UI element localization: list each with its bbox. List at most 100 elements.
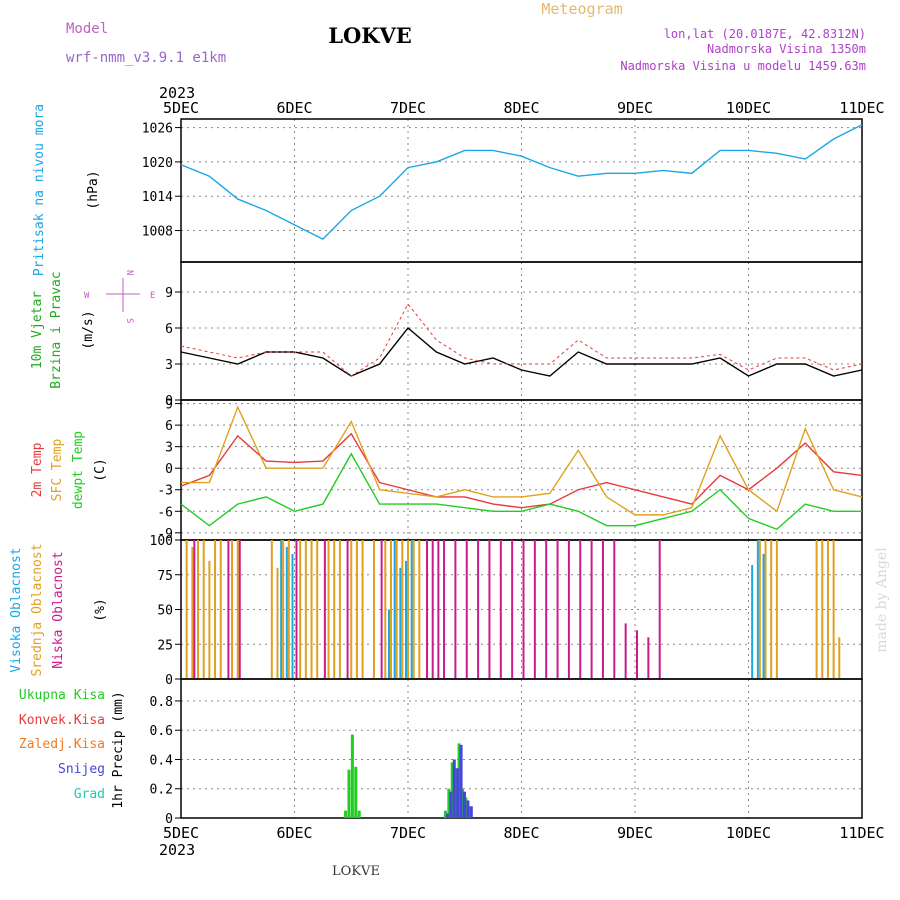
precip-label-frz: Zaledj.Kisa — [19, 737, 105, 752]
cloud-unit: (%) — [93, 598, 108, 621]
cloud-bar — [756, 540, 759, 679]
cloud-bar — [647, 637, 650, 679]
watermark-text: made by Angel — [874, 547, 890, 653]
compass-rose-icon: N S W E — [84, 270, 155, 323]
precip-bar — [350, 734, 354, 818]
cloud-bar — [380, 540, 383, 679]
precip-axis-label: 1hr Precip (mm) — [111, 691, 126, 808]
day-label-top: 9DEC — [617, 99, 653, 117]
cloud-bar — [227, 540, 230, 679]
series-line — [180, 452, 862, 531]
day-label-top: 11DEC — [839, 99, 884, 117]
tick-label: 0.8 — [150, 695, 173, 710]
precip-label-total: Ukupna Kisa — [19, 688, 105, 703]
cloud-bar — [350, 540, 353, 679]
cloud-bar — [418, 540, 421, 679]
tick-label: 9 — [165, 286, 173, 301]
footer-station: LOKVE — [332, 864, 380, 879]
cloud-bar — [601, 540, 604, 679]
cloud-bar — [361, 540, 364, 679]
tick-label: 0 — [165, 394, 173, 409]
precip-bar — [459, 744, 463, 818]
cloud-bar — [762, 553, 765, 679]
cloud-bar — [372, 540, 375, 679]
day-label-top: 8DEC — [503, 99, 539, 117]
cloud-bar — [291, 553, 294, 679]
precip-bar — [445, 813, 449, 818]
cloud-bar — [826, 540, 829, 679]
cloud-bar — [751, 565, 754, 679]
cloud-bar — [384, 540, 387, 679]
cloud-bar — [770, 540, 773, 679]
cloud-bar — [567, 540, 570, 679]
tick-label: 0.2 — [150, 783, 173, 798]
wind-label-1: 10m Vjetar — [30, 291, 45, 369]
precip-bar — [449, 791, 453, 818]
cloud-bar — [405, 560, 407, 679]
cloud-bar — [410, 540, 413, 679]
day-label-top: 6DEC — [276, 99, 312, 117]
day-label-bottom: 9DEC — [617, 824, 653, 842]
cloud-bar — [355, 540, 358, 679]
cloud-bar — [579, 540, 582, 679]
cloud-bar — [304, 540, 307, 679]
precip-bar — [469, 806, 473, 818]
cloud-bar — [219, 540, 222, 679]
cloud-bar — [443, 540, 446, 679]
cloud-bar — [437, 540, 440, 679]
precip-bar — [347, 769, 351, 818]
cloud-bar — [208, 560, 211, 679]
cloud-bar — [636, 630, 638, 679]
precip-label-conv: Konvek.Kisa — [19, 713, 105, 728]
cloud-bar — [393, 540, 396, 679]
year-bottom: 2023 — [159, 841, 195, 859]
temp-label-sfc: SFC Temp — [50, 439, 65, 502]
precip-bar — [452, 759, 456, 818]
cloud-bar — [282, 540, 285, 679]
cloud-bar — [214, 540, 217, 679]
day-label-top: 10DEC — [726, 99, 771, 117]
precip-label-snow: Snijeg — [58, 762, 105, 777]
precip-bar — [462, 791, 466, 818]
series-line — [181, 405, 863, 516]
cloud-label-high: Visoka Oblacnost — [9, 547, 24, 672]
series-line — [180, 124, 863, 240]
cloud-bar — [231, 540, 234, 679]
panel-frame — [180, 399, 863, 541]
cloud-bar — [185, 540, 188, 679]
day-label-bottom: 10DEC — [726, 824, 771, 842]
cloud-bar — [346, 540, 349, 679]
cloud-bar — [202, 540, 205, 679]
model-altitude-text: Nadmorska Visina u modelu 1459.63m — [620, 59, 866, 73]
compass-north: N — [124, 270, 134, 275]
day-label-bottom: 8DEC — [503, 824, 539, 842]
precip-bar — [344, 810, 348, 818]
station-title: LOKVE — [328, 23, 412, 48]
cloud-bar — [280, 540, 283, 679]
cloud-bar — [389, 540, 392, 679]
cloud-bar — [431, 540, 434, 679]
tick-label: 25 — [157, 638, 173, 653]
cloud-bar — [270, 540, 273, 679]
tick-label: 3 — [165, 358, 173, 373]
cloud-bar — [465, 540, 468, 679]
tick-label: 100 — [150, 534, 173, 549]
precip-bar — [466, 800, 470, 818]
model-label: Model — [66, 21, 108, 37]
tick-label: 0.6 — [150, 724, 173, 739]
pressure-unit: (hPa) — [86, 170, 101, 209]
cloud-bar — [758, 540, 761, 679]
tick-label: 0 — [165, 462, 173, 477]
cloud-bar — [399, 567, 402, 679]
cloud-label-mid: Srednja Oblacnost — [30, 543, 45, 676]
cloud-bar — [624, 623, 627, 679]
series-line — [180, 303, 863, 377]
day-label-bottom: 7DEC — [390, 824, 426, 842]
cloud-bar — [838, 637, 841, 679]
precip-bar — [450, 762, 454, 818]
cloud-bar — [454, 540, 457, 679]
cloud-bar — [238, 540, 241, 679]
tick-label: 1026 — [142, 122, 173, 137]
day-label-bottom: 5DEC — [163, 824, 199, 842]
